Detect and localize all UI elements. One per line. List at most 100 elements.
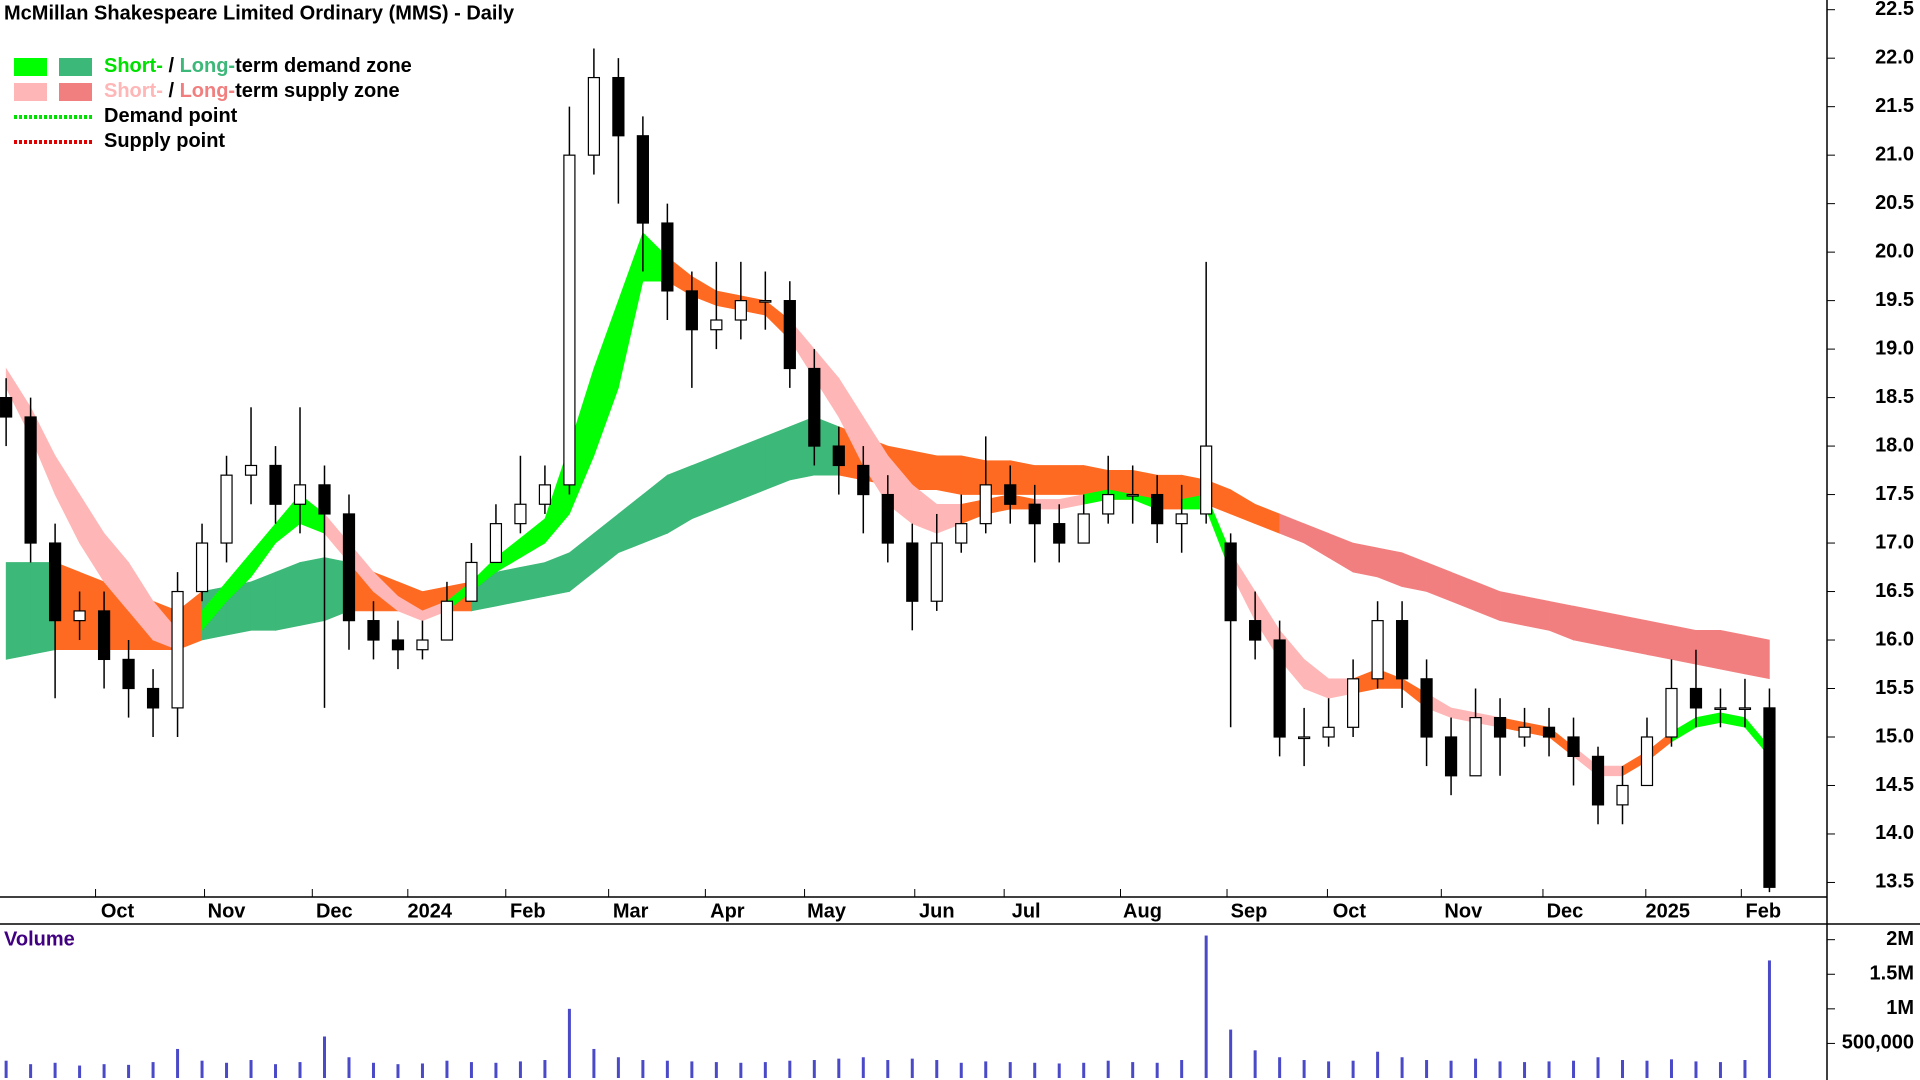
volume-bar	[1253, 1050, 1257, 1078]
long-zone	[495, 566, 521, 607]
x-tick-label: Apr	[710, 900, 745, 922]
short-zone	[911, 484, 938, 534]
long-zone	[5, 562, 31, 660]
volume-bar	[1106, 1060, 1110, 1078]
candle-body	[440, 600, 454, 641]
long-zone	[544, 552, 570, 597]
x-tick-label: Sep	[1231, 900, 1268, 922]
long-zone	[1720, 629, 1746, 675]
volume-bar	[469, 1062, 473, 1078]
volume-bar	[4, 1060, 8, 1078]
candle-body	[710, 319, 723, 331]
chart-title: McMillan Shakespeare Limited Ordinary (M…	[4, 2, 515, 24]
volume-bar	[1547, 1061, 1551, 1078]
x-tick-label: Dec	[316, 900, 353, 922]
long-zone	[1499, 591, 1525, 626]
candle-body	[1395, 620, 1409, 680]
x-tick-label: Mar	[613, 900, 649, 922]
volume-bar	[1400, 1057, 1404, 1078]
candle-body	[73, 610, 86, 622]
legend-text: term supply zone	[235, 80, 399, 102]
legend-swatch	[14, 58, 47, 76]
volume-bar	[347, 1057, 351, 1078]
candle-body	[1616, 784, 1629, 806]
volume-bar	[837, 1058, 841, 1078]
volume-bar	[1327, 1061, 1331, 1078]
y-tick-label: 19.5	[1875, 289, 1914, 311]
short-zone	[1303, 658, 1329, 699]
volume-label: Volume	[4, 928, 75, 950]
candle-body	[587, 76, 601, 156]
legend-label: Supply point	[104, 130, 225, 152]
volume-bar	[1621, 1060, 1625, 1078]
candle-body	[1689, 687, 1703, 709]
long-zone	[716, 445, 742, 510]
volume-bar	[1694, 1061, 1698, 1078]
x-tick-label: Nov	[208, 900, 247, 922]
legend-swatch	[59, 83, 92, 101]
volume-bar	[518, 1061, 522, 1078]
candle-body	[930, 542, 943, 602]
long-zone	[593, 513, 619, 573]
candle-body	[1053, 523, 1066, 544]
volume-bar	[812, 1060, 816, 1078]
volume-bar	[1523, 1062, 1527, 1078]
long-zone	[299, 557, 325, 626]
volume-bar	[1645, 1060, 1649, 1078]
volume-bar	[1376, 1051, 1380, 1078]
short-zone	[593, 300, 619, 456]
volume-bar	[1596, 1057, 1600, 1078]
volume-bar	[984, 1061, 988, 1078]
x-tick-label: Nov	[1444, 900, 1483, 922]
volume-bar	[396, 1064, 400, 1078]
candle-body	[881, 493, 894, 544]
long-zone	[1450, 571, 1476, 612]
long-zone	[1034, 465, 1060, 495]
volume-bar	[102, 1064, 106, 1078]
candle-body	[1224, 542, 1237, 622]
candle-body	[1444, 736, 1458, 777]
volume-bar	[1008, 1062, 1012, 1078]
candle-body	[1126, 493, 1139, 497]
volume-bar	[1474, 1058, 1478, 1078]
volume-bar	[935, 1060, 939, 1078]
candle-body	[1493, 716, 1507, 738]
y-tick-label: 18.5	[1875, 386, 1914, 408]
volume-bar	[543, 1060, 547, 1078]
candle-body	[1591, 755, 1605, 806]
x-tick-label: Dec	[1547, 900, 1584, 922]
long-zone	[667, 465, 693, 534]
volume-bar	[910, 1058, 914, 1078]
volume-bar	[616, 1057, 620, 1078]
volume-bar	[1351, 1060, 1355, 1078]
legend-label: Short- / Long-term demand zone	[104, 55, 412, 77]
candle-body	[1714, 707, 1727, 711]
candle-body	[1298, 736, 1311, 740]
volume-bar	[151, 1062, 155, 1078]
legend-swatch	[59, 58, 92, 76]
long-zone	[520, 562, 546, 602]
y-tick-label: 14.5	[1875, 774, 1914, 796]
legend-label: Short- / Long-term supply zone	[104, 80, 400, 102]
candle-body	[1420, 678, 1433, 738]
candle-body	[612, 76, 625, 137]
volume-bar	[29, 1064, 33, 1078]
candle-body	[171, 590, 184, 709]
volume-bar	[78, 1065, 82, 1078]
y-tick-label: 20.5	[1875, 192, 1914, 214]
long-zone	[1352, 542, 1378, 578]
long-zone	[1328, 532, 1354, 573]
long-zone	[1671, 625, 1697, 665]
candle-body	[1518, 726, 1531, 738]
candle-body	[514, 503, 527, 525]
candle-body	[1249, 620, 1262, 641]
x-tick-label: Feb	[1746, 900, 1782, 922]
long-zone	[1548, 600, 1574, 641]
candle-body	[1151, 493, 1164, 525]
long-zone	[1524, 596, 1550, 631]
long-zone	[1279, 513, 1305, 544]
volume-tick-label: 1M	[1886, 997, 1914, 1019]
legend-text: term demand zone	[235, 55, 412, 77]
candle-body	[97, 610, 111, 661]
